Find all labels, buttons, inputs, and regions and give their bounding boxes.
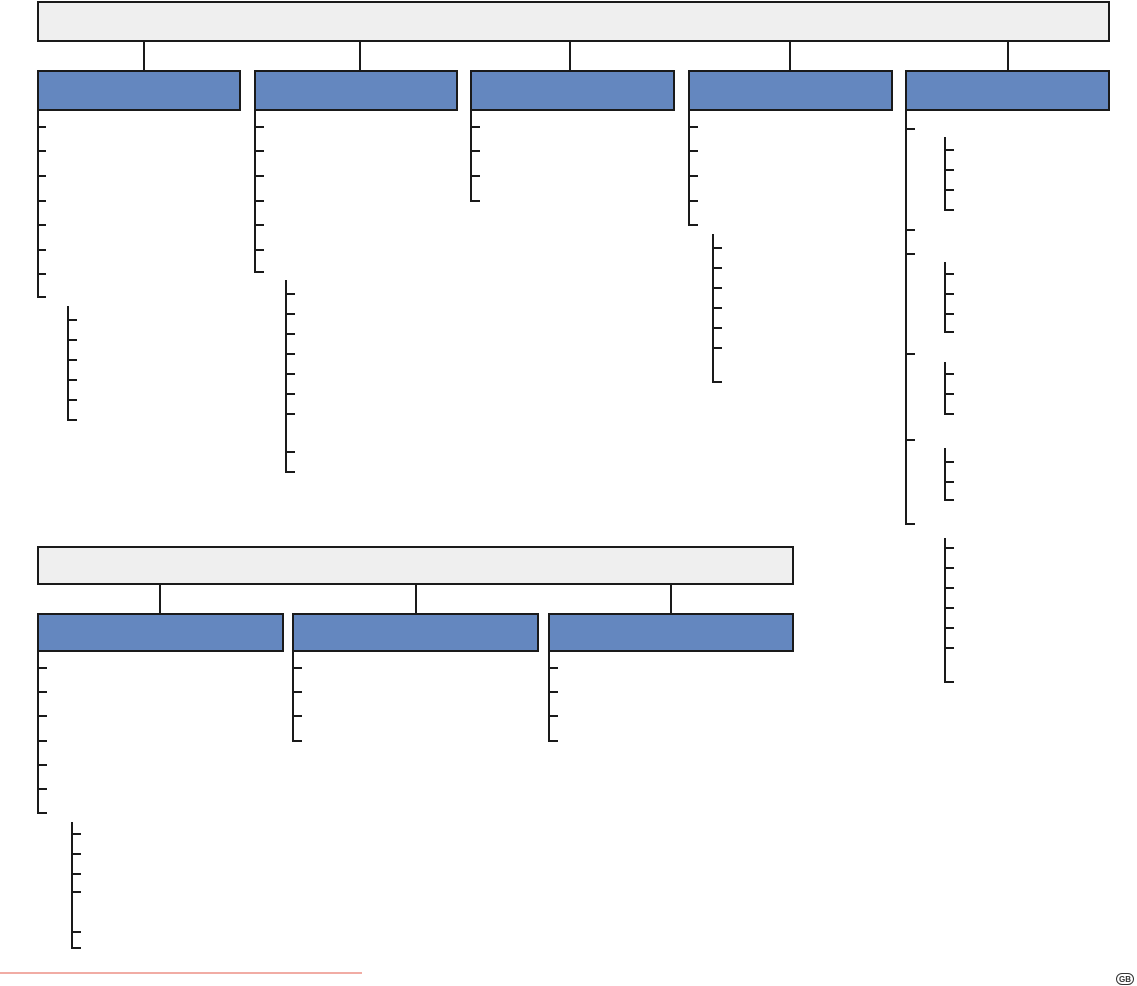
branch-column-5 [905,110,954,683]
top-category-nodes [37,70,1110,111]
branch-column-8 [548,651,558,742]
category-node-7 [292,613,539,652]
branch-column-4 [688,110,722,383]
branch-column-7 [292,651,302,742]
top-tree [37,1,1110,683]
bottom-tree [37,546,794,949]
category-node-8 [548,613,794,652]
category-node-6 [37,613,284,652]
branch-column-1 [37,110,77,421]
bottom-root-node [37,546,794,585]
category-node-3 [470,70,675,111]
category-node-2 [254,70,458,111]
branch-column-2 [254,110,295,473]
bottom-category-nodes [37,613,794,652]
category-node-5 [905,70,1110,111]
branch-column-6 [37,651,81,949]
category-node-1 [37,70,241,111]
top-root-connectors [143,41,1009,71]
language-badge: GB [1116,973,1134,985]
bottom-root-connectors [159,584,672,614]
branch-column-3 [470,110,480,202]
category-node-4 [688,70,893,111]
top-root-node [37,1,1110,42]
